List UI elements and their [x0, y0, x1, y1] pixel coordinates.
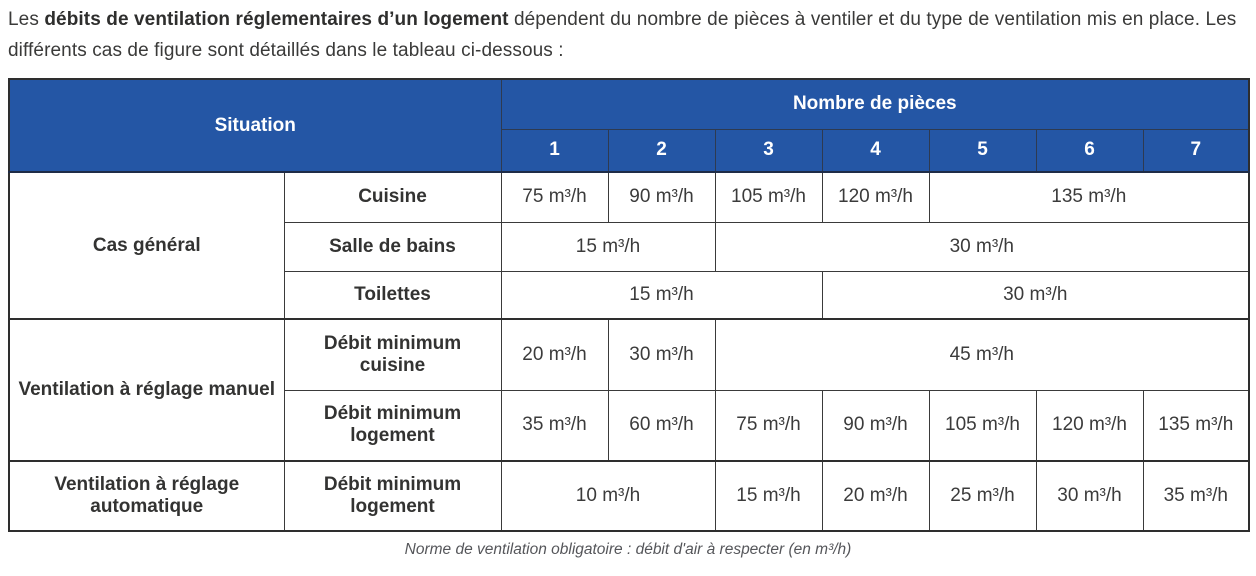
row-cuisine: Cas général Cuisine 75 m³/h 90 m³/h 105 … [8, 171, 1250, 320]
value-min-log-4: 90 m³/h [821, 389, 930, 462]
value-min-log-5: 105 m³/h [928, 389, 1037, 462]
header-col-5: 5 [928, 128, 1037, 173]
intro-paragraph: Les débits de ventilation réglementaires… [8, 4, 1248, 66]
value-min-cuisine-2: 30 m³/h [607, 318, 716, 391]
value-auto-1-2: 10 m³/h [500, 460, 716, 532]
value-toilettes-1-3: 15 m³/h [500, 270, 823, 320]
value-auto-6: 30 m³/h [1035, 460, 1144, 532]
value-auto-5: 25 m³/h [928, 460, 1037, 532]
value-min-cuisine-3-7: 45 m³/h [714, 318, 1250, 391]
header-nombre-de-pieces: Nombre de pièces [500, 78, 1250, 130]
row-label-debit-min-logement-auto: Débit minimum logement [283, 460, 502, 532]
row-label-toilettes: Toilettes [283, 270, 502, 320]
value-sdb-3-7: 30 m³/h [714, 221, 1250, 272]
header-col-4: 4 [821, 128, 930, 173]
row-debit-min-logement-auto: Ventilation à réglage automatique Débit … [8, 460, 1250, 532]
header-col-6: 6 [1035, 128, 1144, 173]
value-auto-3: 15 m³/h [714, 460, 823, 532]
section-label-reglage-automatique: Ventilation à réglage automatique [8, 460, 285, 532]
ventilation-table: Situation Nombre de pièces 1 2 3 4 5 6 7… [8, 78, 1251, 532]
value-min-log-6: 120 m³/h [1035, 389, 1144, 462]
intro-bold-phrase: débits de ventilation réglementaires d’u… [44, 9, 509, 30]
value-auto-7: 35 m³/h [1142, 460, 1250, 532]
section-label-reglage-manuel: Ventilation à réglage manuel [8, 318, 285, 462]
value-cuisine-2: 90 m³/h [607, 171, 716, 223]
row-toilettes: Toilettes 15 m³/h 30 m³/h [9, 270, 1250, 320]
table-caption: Norme de ventilation obligatoire : débit… [404, 541, 852, 558]
value-cuisine-5-7: 135 m³/h [928, 171, 1250, 223]
row-label-debit-min-cuisine: Débit minimum cuisine [283, 318, 502, 391]
value-cuisine-3: 105 m³/h [714, 171, 823, 223]
header-col-1: 1 [500, 128, 609, 173]
value-min-cuisine-1: 20 m³/h [500, 318, 609, 391]
header-row-1: Situation Nombre de pièces [8, 78, 1250, 173]
value-min-log-1: 35 m³/h [500, 389, 609, 462]
row-label-debit-min-logement-manuel: Débit minimum logement [283, 389, 502, 462]
value-cuisine-1: 75 m³/h [500, 171, 609, 223]
value-auto-4: 20 m³/h [821, 460, 930, 532]
value-cuisine-4: 120 m³/h [821, 171, 930, 223]
value-toilettes-4-7: 30 m³/h [821, 270, 1250, 320]
intro-prefix: Les [8, 9, 45, 30]
section-label-cas-general: Cas général [8, 171, 285, 320]
header-col-7: 7 [1142, 128, 1250, 173]
header-row-2: 1 2 3 4 5 6 7 [9, 128, 1250, 173]
value-sdb-1-2: 15 m³/h [500, 221, 716, 272]
value-min-log-3: 75 m³/h [714, 389, 823, 462]
row-label-salle-de-bains: Salle de bains [283, 221, 502, 272]
header-col-2: 2 [607, 128, 716, 173]
intro-rest: dépendent du nombre de pièces à ventiler… [8, 9, 1237, 61]
row-label-cuisine: Cuisine [283, 171, 502, 223]
value-min-log-7: 135 m³/h [1142, 389, 1250, 462]
row-salle-de-bains: Salle de bains 15 m³/h 30 m³/h [9, 221, 1250, 272]
value-min-log-2: 60 m³/h [607, 389, 716, 462]
header-situation: Situation [8, 78, 502, 173]
row-debit-min-logement-manuel: Débit minimum logement 35 m³/h 60 m³/h 7… [9, 389, 1250, 462]
header-col-3: 3 [714, 128, 823, 173]
row-debit-min-cuisine: Ventilation à réglage manuel Débit minim… [8, 318, 1250, 462]
